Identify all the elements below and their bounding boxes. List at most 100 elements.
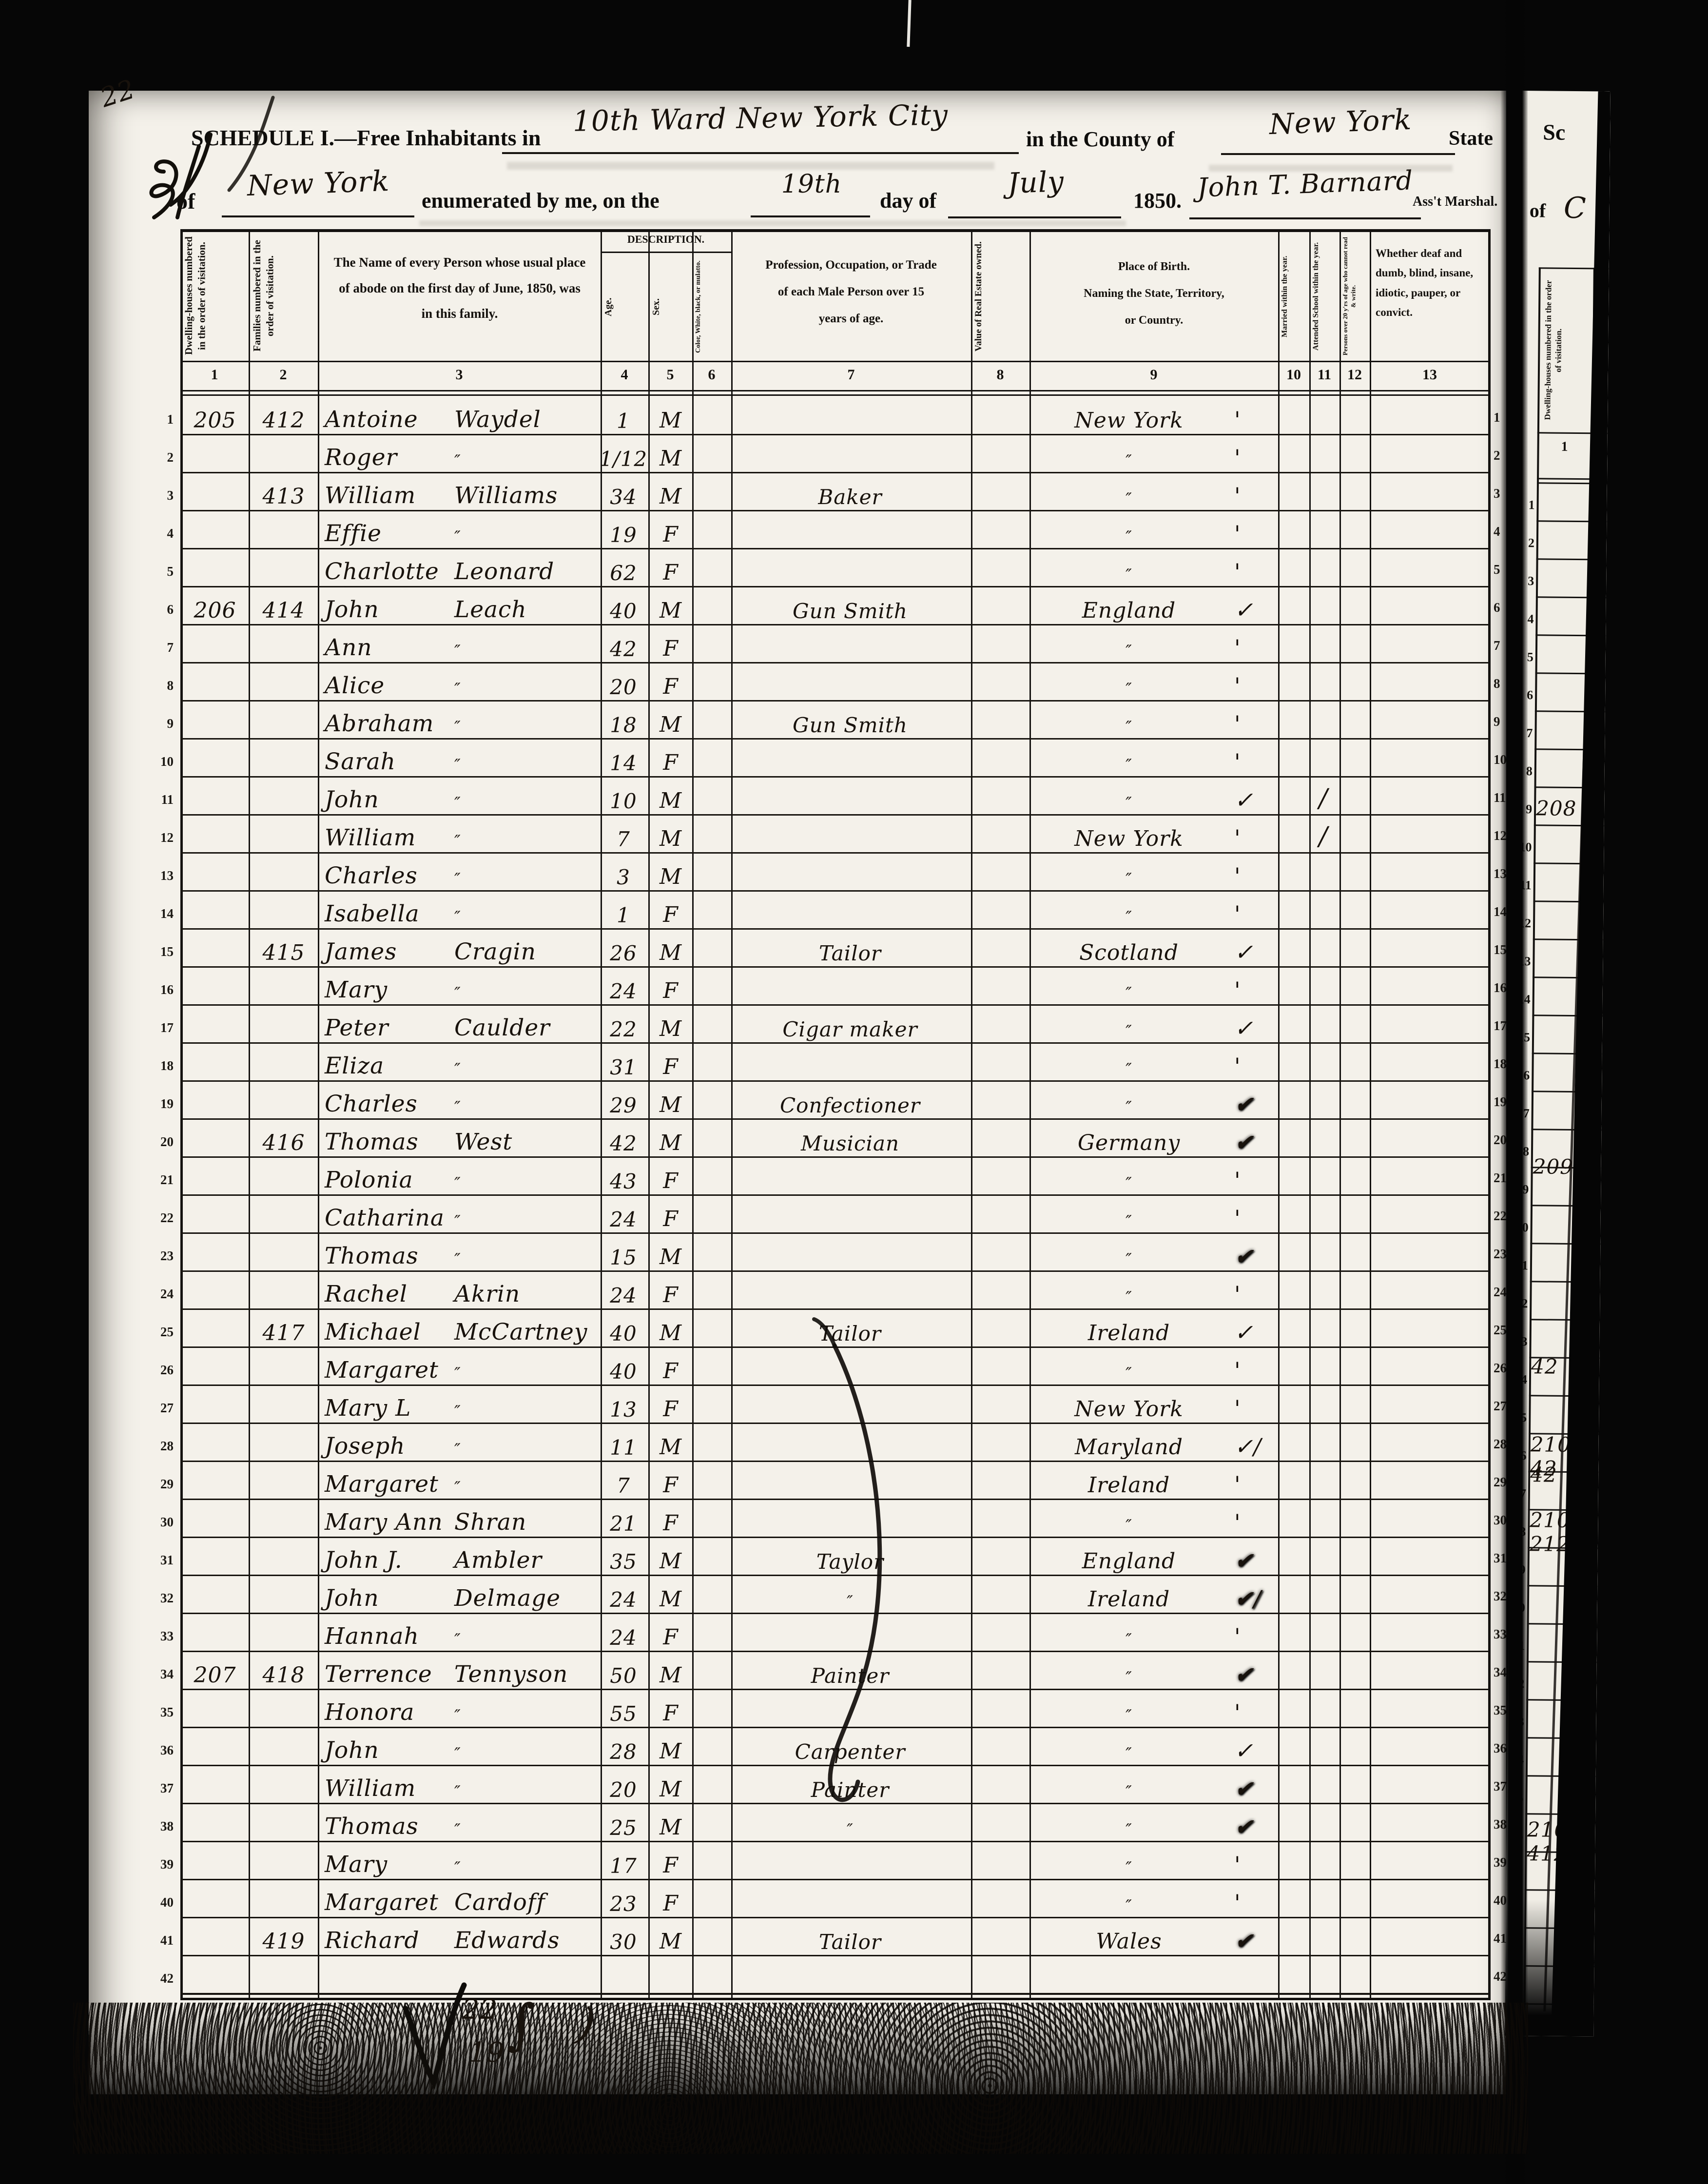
row-number: 7 <box>167 640 174 655</box>
row-number: 42 <box>160 1971 174 1986</box>
birthplace-value: ″ <box>1126 718 1132 737</box>
row-number: 37 <box>160 1781 174 1795</box>
tally-mark: ' <box>1234 1852 1241 1878</box>
age-value: 10 <box>610 789 637 813</box>
school-mark: / <box>1319 822 1328 851</box>
strip-dwelling-entry: 209 <box>1533 1154 1574 1179</box>
strip-script-fragment: C <box>1563 191 1587 226</box>
birthplace-value: New York <box>1074 408 1184 433</box>
birthplace-value: ″ <box>1126 1516 1132 1536</box>
strip-col-number: 1 <box>1561 439 1568 454</box>
name-surname: Edwards <box>454 1927 560 1954</box>
bleed-smudge <box>507 162 994 170</box>
birthplace-value: ″ <box>1126 870 1132 889</box>
sex-value: F <box>663 1054 679 1079</box>
age-value: 34 <box>610 485 637 509</box>
tally-mark: ✔ <box>1234 1661 1254 1688</box>
birthplace-value: ″ <box>1126 1706 1132 1726</box>
row-number: 28 <box>160 1439 174 1453</box>
family-number: 419 <box>262 1929 305 1954</box>
sex-value: F <box>663 674 679 699</box>
column-number: 13 <box>1422 367 1437 383</box>
occupation-value: Tailor <box>818 941 882 965</box>
tally-mark: ' <box>1234 1205 1241 1231</box>
occupation-value: Cigar maker <box>782 1017 918 1041</box>
tally-mark: ' <box>1234 863 1241 889</box>
name-given: Polonia <box>325 1167 413 1193</box>
name-given: Eliza <box>325 1053 385 1079</box>
col-title-sex: Sex. <box>651 298 661 316</box>
birthplace-value: ″ <box>1126 1098 1132 1117</box>
family-number: 415 <box>262 940 305 965</box>
table-row: 8 Alice ″ 20 F ″ ' 8 <box>167 662 1500 702</box>
name-surname: McCartney <box>454 1319 588 1346</box>
birthplace-value: Ireland <box>1087 1473 1170 1498</box>
name-given: Antoine <box>325 406 418 433</box>
column-number: 11 <box>1317 367 1332 383</box>
name-given: Terrence <box>325 1661 432 1688</box>
age-value: 15 <box>610 1246 637 1269</box>
name-given: Sarah <box>325 748 396 775</box>
birthplace-value: ″ <box>1126 1782 1132 1802</box>
row-number-right: 3 <box>1494 486 1500 501</box>
name-surname: ″ <box>454 1858 461 1878</box>
name-surname: ″ <box>454 1174 461 1193</box>
birthplace-value: ″ <box>1126 1212 1132 1231</box>
name-given: Ann <box>325 634 372 661</box>
name-surname: Caulder <box>454 1014 550 1041</box>
name-surname: Williams <box>454 482 558 509</box>
row-number: 34 <box>160 1667 174 1681</box>
tally-mark: ✔ <box>1234 1243 1254 1269</box>
sex-value: F <box>663 560 679 585</box>
birthplace-value: Ireland <box>1087 1587 1170 1612</box>
name-surname: ″ <box>454 642 461 661</box>
name-given: James <box>325 938 397 965</box>
name-given: William <box>325 1775 416 1802</box>
sex-value: M <box>659 826 682 851</box>
column-line <box>692 229 694 1998</box>
age-value: 28 <box>610 1740 637 1764</box>
row-number: 31 <box>160 1553 174 1567</box>
name-surname: ″ <box>454 1820 461 1840</box>
birthplace-value: ″ <box>1126 1820 1132 1840</box>
row-number-right: 4 <box>1494 524 1500 539</box>
sex-value: F <box>663 1169 679 1193</box>
birthplace-value: New York <box>1074 1397 1184 1422</box>
occupation-value: Gun Smith <box>793 599 908 623</box>
column-line <box>1309 229 1311 1998</box>
birthplace-value: ″ <box>1126 1250 1132 1269</box>
sex-value: F <box>663 1473 679 1498</box>
name-given: Richard <box>325 1927 420 1954</box>
name-given: Peter <box>325 1014 389 1041</box>
birthplace-value: ″ <box>1126 908 1132 927</box>
day-handwritten: 19th <box>781 170 842 199</box>
birthplace-value: ″ <box>1126 1896 1132 1916</box>
occupation-value: Tailor <box>818 1930 882 1954</box>
row-number: 6 <box>167 602 174 617</box>
tally-stroke: ∫ <box>507 1993 536 2056</box>
school-mark: / <box>1319 784 1328 813</box>
name-surname: Cardoff <box>454 1889 545 1916</box>
age-value: 11 <box>610 1436 637 1460</box>
row-number: 41 <box>160 1933 174 1948</box>
age-value: 20 <box>610 1778 637 1802</box>
name-given: Abraham <box>325 710 434 737</box>
blank-line <box>948 216 1121 218</box>
row-number: 9 <box>167 716 174 731</box>
row-number: 13 <box>160 868 174 883</box>
name-surname: ″ <box>454 908 461 927</box>
column-number: 8 <box>996 367 1004 383</box>
birthplace-value: ″ <box>1126 566 1132 585</box>
tally-mark: ✔ <box>1234 1129 1254 1155</box>
table-row: 11 John ″ 10 M ″ ✓/11 <box>161 776 1506 816</box>
name-given: Thomas <box>325 1813 419 1840</box>
tally-mark: ' <box>1234 825 1241 851</box>
